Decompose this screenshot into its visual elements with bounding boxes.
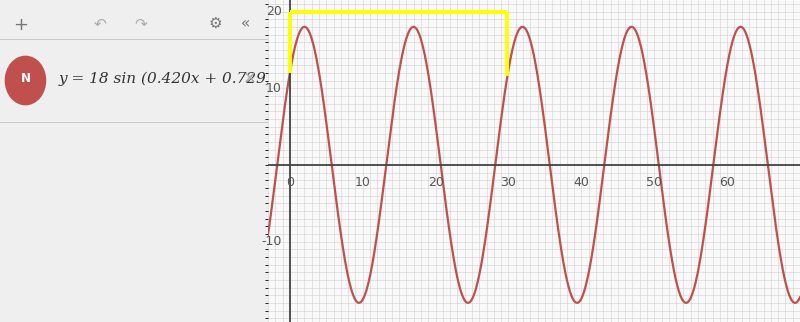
Text: 20: 20 — [266, 5, 282, 18]
Text: ×: × — [242, 70, 256, 88]
Text: -10: -10 — [261, 235, 282, 248]
Text: 0: 0 — [286, 176, 294, 189]
Text: +: + — [14, 16, 29, 34]
Text: N: N — [21, 72, 30, 85]
Text: 10: 10 — [266, 82, 282, 95]
Text: 30: 30 — [501, 176, 517, 189]
Text: ⚙: ⚙ — [209, 16, 222, 31]
Text: 10: 10 — [355, 176, 370, 189]
Circle shape — [6, 56, 46, 105]
Text: 40: 40 — [574, 176, 590, 189]
Text: «: « — [242, 16, 250, 31]
Text: y = 18 sin (0.420x + 0.729): y = 18 sin (0.420x + 0.729) — [59, 72, 273, 86]
Text: ↷: ↷ — [134, 16, 146, 31]
Text: 20: 20 — [428, 176, 443, 189]
Text: 50: 50 — [646, 176, 662, 189]
Text: ↶: ↶ — [94, 16, 106, 31]
Text: 60: 60 — [719, 176, 735, 189]
